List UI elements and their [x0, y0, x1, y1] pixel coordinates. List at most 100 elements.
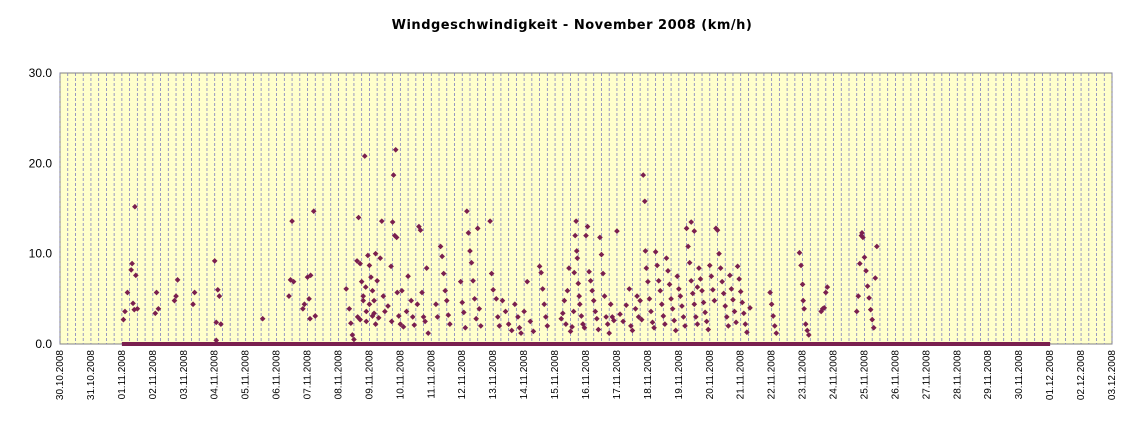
x-tick-label: 28.11.2008: [952, 350, 963, 400]
data-point: [597, 234, 603, 241]
data-point: [682, 323, 688, 329]
data-point: [665, 268, 671, 274]
data-point: [393, 234, 400, 241]
x-tick-label: 02.11.2008: [148, 350, 159, 400]
data-point: [471, 296, 478, 302]
data-point: [655, 277, 662, 284]
data-point: [734, 263, 741, 270]
data-point: [576, 301, 583, 308]
data-point: [380, 293, 387, 299]
data-point: [363, 308, 370, 315]
data-point: [640, 172, 647, 178]
data-point: [642, 248, 649, 254]
data-point: [799, 281, 806, 288]
x-tick-label: 09.11.2008: [364, 350, 375, 400]
x-tick-label: 19.11.2008: [674, 350, 685, 400]
data-point: [863, 268, 869, 274]
data-point: [457, 278, 464, 285]
data-point: [720, 290, 727, 297]
data-point: [508, 327, 515, 334]
data-point: [153, 289, 160, 296]
data-point: [559, 310, 566, 317]
data-point: [598, 251, 605, 258]
data-point: [395, 313, 402, 319]
data-point: [714, 227, 721, 234]
data-point: [570, 308, 577, 315]
data-point: [821, 305, 828, 311]
data-point: [389, 219, 396, 225]
data-point: [505, 321, 512, 327]
data-point: [736, 276, 742, 282]
data-point: [594, 315, 600, 322]
data-point: [716, 250, 722, 257]
data-point: [542, 314, 549, 320]
data-point: [437, 243, 444, 250]
data-point: [691, 228, 698, 234]
data-point: [800, 297, 807, 304]
data-point: [859, 230, 865, 236]
data-point: [771, 323, 778, 329]
data-point: [767, 289, 773, 296]
data-point: [623, 302, 630, 308]
zero-value-points: [121, 342, 1051, 346]
y-tick-label: 0.0: [35, 337, 52, 351]
data-point: [524, 278, 531, 285]
data-point: [512, 301, 518, 308]
data-point: [343, 286, 350, 292]
data-point: [213, 319, 220, 326]
data-point: [539, 286, 546, 292]
x-tick-label: 31.10.2008: [86, 350, 97, 400]
data-point: [363, 318, 370, 325]
data-point: [578, 313, 585, 319]
data-point: [124, 289, 131, 296]
data-points: [120, 146, 880, 344]
data-point: [369, 313, 376, 319]
data-point: [611, 317, 617, 324]
data-point: [307, 272, 314, 279]
data-point: [739, 299, 746, 306]
data-point: [259, 315, 266, 322]
data-point: [462, 324, 469, 331]
chart-title: Windgeschwindigkeit - November 2008 (km/…: [391, 18, 753, 33]
data-point: [870, 324, 877, 331]
data-point: [686, 259, 693, 266]
data-point: [382, 308, 388, 315]
data-point: [691, 301, 698, 308]
data-point: [120, 316, 127, 323]
data-point: [694, 321, 701, 327]
data-point: [804, 327, 811, 334]
data-point: [669, 305, 676, 312]
data-point: [499, 297, 506, 304]
data-point: [490, 286, 497, 293]
data-point: [487, 218, 493, 224]
data-point: [860, 234, 866, 241]
data-point: [822, 289, 829, 296]
data-point: [710, 286, 716, 293]
data-point: [666, 281, 673, 288]
x-tick-label: 17.11.2008: [612, 350, 623, 400]
data-point: [694, 284, 701, 290]
x-tick-label: 06.11.2008: [272, 350, 283, 400]
data-point: [286, 293, 292, 299]
x-tick-label: 20.11.2008: [705, 350, 716, 400]
data-point: [573, 248, 580, 254]
data-point: [218, 321, 224, 327]
x-tick-label: 30.10.2008: [55, 350, 66, 400]
data-point: [130, 300, 136, 307]
data-point: [737, 288, 744, 295]
data-point: [388, 263, 394, 270]
y-tick-label: 20.0: [29, 156, 53, 170]
data-point: [796, 249, 803, 256]
data-point: [861, 254, 868, 261]
data-point: [874, 243, 880, 250]
data-point: [515, 314, 521, 320]
data-point: [620, 318, 626, 325]
data-point: [657, 287, 664, 294]
data-point: [574, 255, 581, 262]
data-point: [477, 323, 484, 329]
data-point: [518, 330, 524, 336]
data-point: [658, 301, 665, 308]
data-point: [408, 297, 415, 304]
data-point: [614, 228, 620, 234]
data-point: [674, 273, 681, 280]
